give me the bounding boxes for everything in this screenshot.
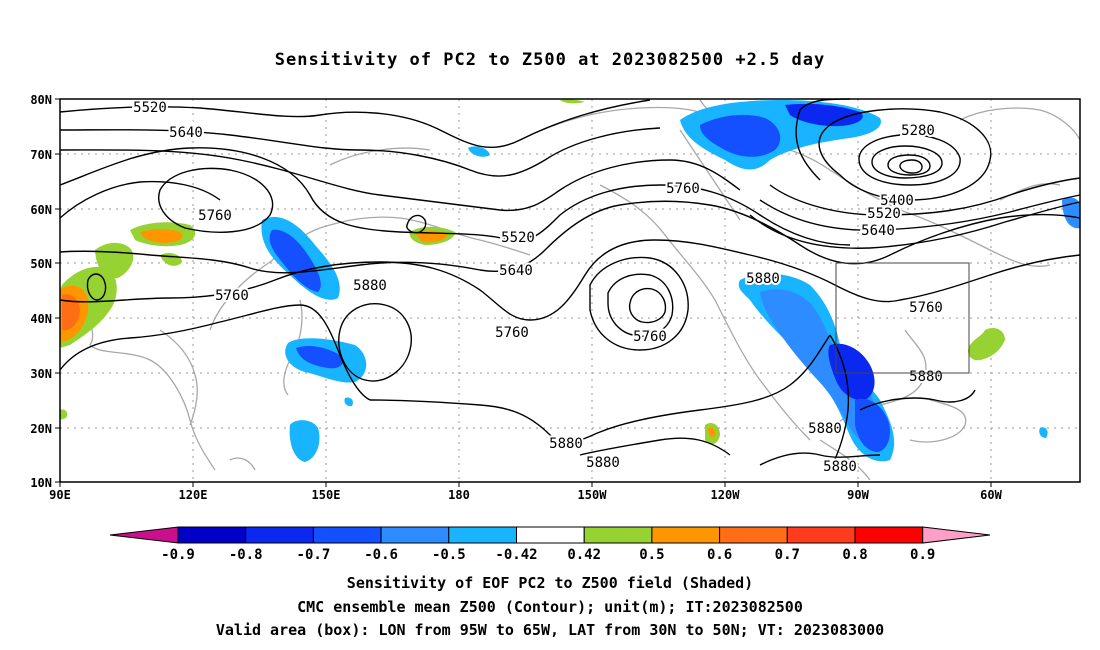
- axis-ticks: [55, 98, 992, 487]
- lat-label: 10N: [30, 476, 52, 490]
- lon-label: 120E: [179, 488, 208, 502]
- contour-label: 5760: [909, 300, 943, 316]
- contour-label: 5880: [823, 459, 857, 475]
- colorbar-swatch: [312, 526, 382, 544]
- colorbar-label: 0.5: [639, 547, 664, 563]
- caption-line-1: Sensitivity of EOF PC2 to Z500 field (Sh…: [346, 574, 754, 592]
- colorbar-label: 0.9: [910, 547, 935, 563]
- colorbar-swatch: [380, 526, 450, 544]
- lat-label: 50N: [30, 257, 52, 271]
- contour-label: 5760: [198, 208, 232, 224]
- map-frame: [59, 98, 1081, 483]
- colorbar: -0.9 -0.8 -0.7 -0.6 -0.5 -0.42 0.42 0.5 …: [109, 526, 991, 563]
- colorbar-label: -0.7: [297, 547, 331, 563]
- contour-label: 5880: [808, 421, 842, 437]
- contour-label: 5880: [746, 271, 780, 287]
- colorbar-label: -0.42: [495, 547, 537, 563]
- colorbar-label: 0.8: [842, 547, 867, 563]
- colorbar-label: -0.6: [364, 547, 398, 563]
- colorbar-label: -0.5: [432, 547, 466, 563]
- contour-label: 5880: [909, 369, 943, 385]
- map-title: Sensitivity of PC2 to Z500 at 2023082500…: [274, 50, 826, 70]
- map-plot-area: [60, 99, 1080, 482]
- colorbar-swatch: [786, 526, 856, 544]
- colorbar-label: -0.8: [229, 547, 263, 563]
- colorbar-label: 0.42: [567, 547, 601, 563]
- longitude-labels: 90E 120E 150E 180 150W 120W 90W 60W: [49, 488, 1002, 502]
- contour-label: 5760: [495, 325, 529, 341]
- colorbar-swatch: [583, 526, 653, 544]
- contour-label: 5520: [133, 100, 167, 116]
- z500-contours: [59, 98, 1081, 471]
- colorbar-low-arrow: [109, 526, 179, 544]
- contour-label: 5760: [215, 288, 249, 304]
- lon-label: 180: [448, 488, 470, 502]
- contour-label: 5520: [867, 206, 901, 222]
- colorbar-high-arrow: [922, 526, 991, 544]
- colorbar-swatch: [719, 526, 788, 544]
- lat-label: 40N: [30, 312, 52, 326]
- colorbar-label: 0.6: [707, 547, 732, 563]
- contour-label-group: 5520 5640 5760 5280 5400 5520 5640 5760 …: [131, 98, 945, 477]
- lat-label: 70N: [30, 148, 52, 162]
- contour-label: 5400: [880, 193, 914, 209]
- contour-label: 5520: [501, 230, 535, 246]
- colorbar-swatch: [448, 526, 517, 544]
- colorbar-swatch: [516, 526, 585, 544]
- colorbar-label: 0.7: [775, 547, 800, 563]
- contour-label: 5640: [499, 263, 533, 279]
- caption-line-2: CMC ensemble mean Z500 (Contour); unit(m…: [297, 598, 803, 616]
- lon-label: 150W: [578, 488, 608, 502]
- colorbar-label: -0.9: [161, 547, 195, 563]
- lon-label: 90E: [49, 488, 71, 502]
- lon-label: 150E: [312, 488, 341, 502]
- valid-area-box: [835, 262, 970, 374]
- colorbar-swatch: [651, 526, 721, 544]
- lat-label: 60N: [30, 203, 52, 217]
- contour-label: 5640: [861, 223, 895, 239]
- lat-label: 80N: [30, 93, 52, 107]
- sensitivity-shading: [60, 99, 1080, 462]
- contour-label: 5640: [169, 125, 203, 141]
- lat-label: 20N: [30, 422, 52, 436]
- colorbar-swatch: [854, 526, 924, 544]
- colorbar-swatch: [245, 526, 314, 544]
- contour-label: 5760: [666, 181, 700, 197]
- contour-label: 5880: [586, 455, 620, 471]
- contour-label: 5280: [901, 123, 935, 139]
- contour-label: 5760: [633, 329, 667, 345]
- lon-label: 60W: [980, 488, 1002, 502]
- lon-label: 90W: [847, 488, 869, 502]
- colorbar-swatch: [177, 526, 247, 544]
- caption-line-3: Valid area (box): LON from 95W to 65W, L…: [215, 621, 885, 639]
- contour-label: 5880: [353, 278, 387, 294]
- latitude-labels: 80N 70N 60N 50N 40N 30N 20N 10N: [30, 93, 52, 490]
- contour-label: 5880: [549, 436, 583, 452]
- lon-label: 120W: [711, 488, 741, 502]
- lat-label: 30N: [30, 367, 52, 381]
